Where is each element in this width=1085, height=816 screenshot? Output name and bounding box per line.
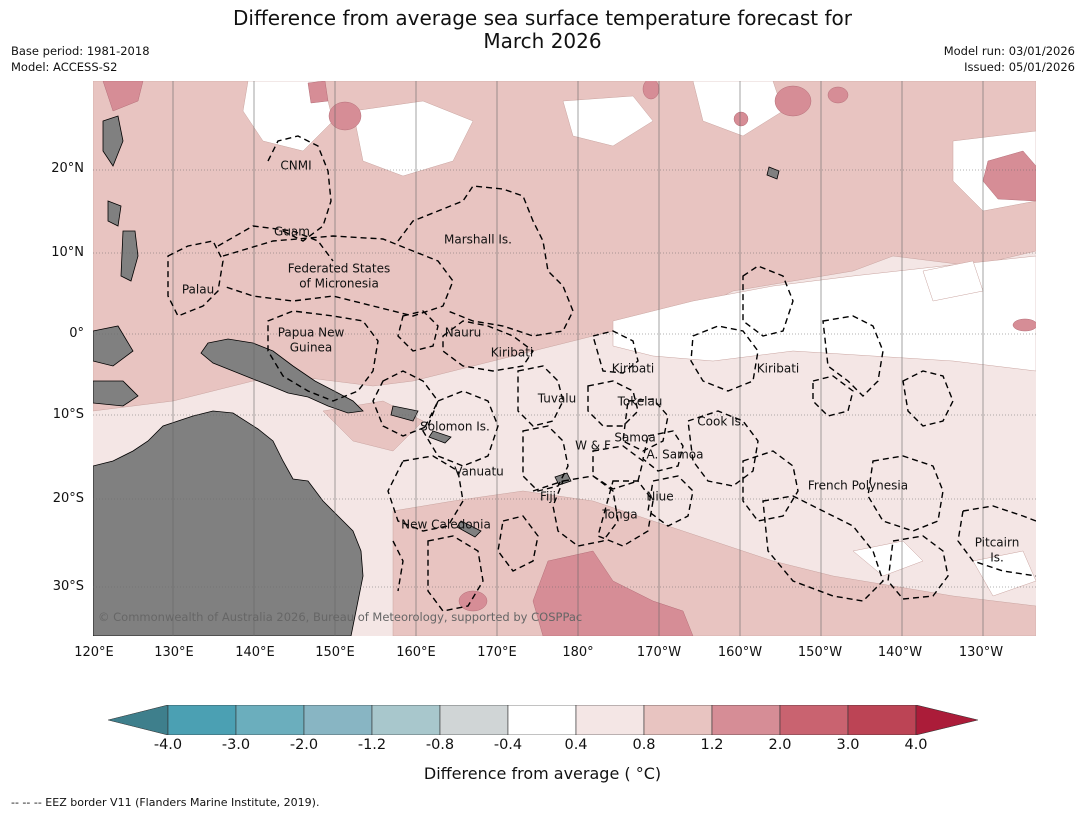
x-tick-170e: 170°E [477,645,517,660]
x-tick-150e: 150°E [315,645,355,660]
colorbar-segment [167,705,237,735]
y-tick-30s: 30°S [52,579,84,594]
colorbar-tick-label: 0.4 [564,737,588,753]
label-american-samoa: A. Samoa [646,447,704,462]
copyright-notice: © Commonwealth of Australia 2026, Bureau… [98,610,583,624]
colorbar-tick-label: 1.2 [700,737,724,753]
colorbar-tick-label: -4.0 [153,737,183,753]
colorbar-tick-label: -0.8 [425,737,455,753]
x-tick-140e: 140°E [235,645,275,660]
label-pitcairn-line1: Pitcairn [974,535,1020,550]
x-tick-130w: 130°W [958,645,1004,660]
label-guam: Guam [274,224,310,239]
base-period: Base period: 1981-2018 [11,44,150,58]
graticule [172,81,984,636]
anomaly-1.2-2.0 [102,81,1036,636]
label-niue: Niue [646,489,674,504]
label-png-line2: Guinea [289,340,333,355]
y-tick-20n: 20°N [51,161,84,176]
x-tick-150w: 150°W [797,645,843,660]
label-solomon-islands: Solomon Is. [420,419,490,434]
label-kiribati-east: Kiribati [756,361,800,376]
label-fiji: Fiji [539,489,557,504]
colorbar-extend-low [108,705,169,735]
label-tokelau: Tokelau [617,394,663,409]
land [93,115,780,636]
eez-borders [167,135,1036,612]
label-samoa: Samoa [614,430,656,445]
colorbar-tick-label: 2.0 [768,737,792,753]
colorbar-segment [575,705,645,735]
label-kiribati-central: Kiribati [611,361,655,376]
label-french-polynesia: French Polynesia [807,478,909,493]
colorbar-tick-label: 4.0 [904,737,928,753]
label-tonga: Tonga [602,507,638,522]
colorbar-segment [371,705,441,735]
label-pitcairn-line2: Is. [990,550,1004,565]
label-fsm-line2: of Micronesia [299,276,379,291]
colorbar-segment [711,705,781,735]
colorbar-tick-label: -2.0 [289,737,319,753]
label-cook-islands: Cook Is. [697,414,745,429]
x-tick-180: 180° [562,645,594,660]
label-palau: Palau [181,282,215,297]
x-tick-140w: 140°W [877,645,923,660]
meta-left: Base period: 1981-2018 Model: ACCESS-S2 [11,43,150,75]
title-line-1: Difference from average sea surface temp… [232,6,852,30]
colorbar-tick-label: -3.0 [221,737,251,753]
colorbar-segment [439,705,509,735]
colorbar-segment [235,705,305,735]
label-nauru: Nauru [444,325,482,340]
issued-date: Issued: 05/01/2026 [964,60,1075,74]
colorbar-label: Difference from average ( °C) [423,764,662,783]
colorbar-segment [847,705,917,735]
chart-title: Difference from average sea surface temp… [0,7,1085,53]
model-name: Model: ACCESS-S2 [11,60,118,74]
colorbar-tick-label: -0.4 [493,737,523,753]
label-vanuatu: Vanuatu [454,464,504,479]
y-tick-20s: 20°S [52,491,84,506]
x-tick-130e: 130°E [154,645,194,660]
x-tick-170w: 170°W [636,645,682,660]
colorbar-segment [507,705,577,735]
meta-right: Model run: 03/01/2026 Issued: 05/01/2026 [944,43,1075,75]
label-tuvalu: Tuvalu [537,391,577,406]
colorbar-segment [779,705,849,735]
colorbar-extend-high [915,705,978,735]
sst-anomaly-map: CNMI Guam Marshall Is. Federated States … [93,81,1036,636]
model-run: Model run: 03/01/2026 [943,44,1075,58]
latitude-lines [93,169,1036,588]
x-tick-160e: 160°E [396,645,436,660]
eez-footnote: -- -- -- EEZ border V11 (Flanders Marine… [11,796,320,809]
x-tick-120e: 120°E [74,645,114,660]
colorbar-tick-label: -1.2 [357,737,387,753]
colorbar-tick-label: 0.8 [632,737,656,753]
label-png-line1: Papua New [277,325,345,340]
label-new-caledonia: New Caledonia [401,517,491,532]
label-wallis-futuna: W & F [575,438,611,453]
title-line-2: March 2026 [483,29,602,53]
label-fsm-line1: Federated States [287,261,391,276]
y-tick-10s: 10°S [52,407,84,422]
colorbar-segment [643,705,713,735]
label-cnmi: CNMI [280,158,312,173]
map-graphic [93,81,1036,636]
colorbar-tick-label: 3.0 [836,737,860,753]
x-tick-160w: 160°W [717,645,763,660]
y-tick-10n: 10°N [51,245,84,260]
y-tick-0: 0° [69,326,84,341]
colorbar-segment [303,705,373,735]
label-marshall-islands: Marshall Is. [444,232,512,247]
label-kiribati-west: Kiribati [490,345,534,360]
colorbar [108,705,978,735]
